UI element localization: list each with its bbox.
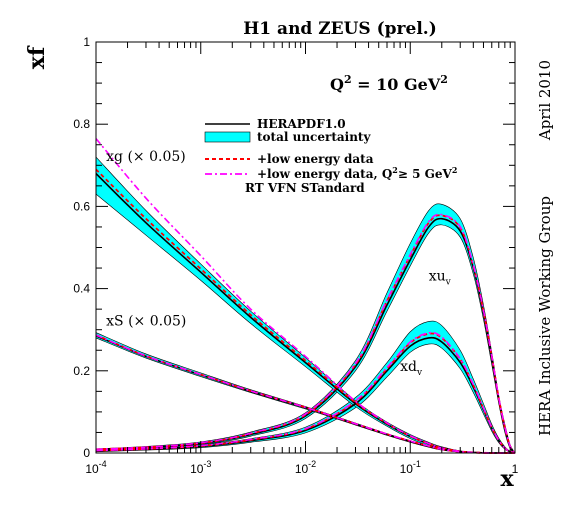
- x-tick-label: 1: [512, 462, 519, 476]
- x-tick-label: 10-4: [85, 459, 106, 476]
- svg-text:Q2 = 10 GeV2: Q2 = 10 GeV2: [330, 73, 448, 94]
- y-tick-label: 0.2: [73, 364, 90, 378]
- curve-label: xuv: [429, 268, 452, 287]
- q2-value: = 10 GeV: [352, 75, 441, 94]
- legend-label-rest: ≥ 5 GeV: [398, 167, 453, 181]
- curve-label-subscript: v: [416, 368, 423, 378]
- legend-label-text: RT VFN STandard: [245, 181, 365, 195]
- side-label-group: HERA Inclusive Working Group: [536, 196, 554, 436]
- plot-frame: [95, 41, 516, 454]
- axis-tick-labels: 10-4 10-3 10-2 10-1 100.20.40.60.81: [73, 35, 518, 476]
- side-label-date: April 2010: [536, 60, 554, 141]
- q2-label: Q: [330, 75, 344, 94]
- curve-label-subscript: v: [445, 277, 452, 287]
- y-tick-label: 0.6: [73, 199, 90, 213]
- q2-annotation: Q2 = 10 GeV2: [330, 73, 448, 94]
- x-tick-base: 10: [85, 462, 99, 476]
- x-tick-exponent: -2: [308, 459, 316, 469]
- curve-label: xdv: [400, 359, 423, 378]
- curve-label-name: xd: [400, 359, 417, 375]
- curve-label-name: xg (× 0.05): [106, 149, 186, 165]
- x-tick-exponent: -4: [99, 459, 107, 469]
- legend-swatch-band: [204, 131, 251, 143]
- line-lowenergy-q2cut-xuv: [95, 213, 516, 454]
- y-tick-label: 0: [83, 446, 90, 460]
- curve-label-name: xS (× 0.05): [106, 314, 186, 330]
- y-tick-label: 0.8: [73, 117, 90, 131]
- legend-label-text: HERAPDF1.0: [257, 117, 346, 131]
- q2-exponent: 2: [344, 73, 352, 86]
- x-tick-label: 10-2: [295, 459, 316, 476]
- x-tick-base: 10: [190, 462, 204, 476]
- y-tick-label: 0.4: [73, 282, 90, 296]
- q2-unit-exponent: 2: [440, 73, 448, 86]
- x-tick-exponent: -3: [203, 459, 211, 469]
- curve-label-name: xu: [429, 268, 446, 284]
- x-axis-label: x: [500, 466, 514, 492]
- legend-label: HERAPDF1.0: [257, 117, 346, 131]
- band-xg: [95, 156, 515, 454]
- x-tick-base: 10: [295, 462, 309, 476]
- legend-label-exponent: 2: [452, 165, 458, 175]
- legend-label: total uncertainty: [257, 130, 371, 144]
- x-tick-base: 1: [512, 462, 519, 476]
- axis-ticks: [95, 41, 515, 454]
- y-tick-label: 1: [83, 35, 90, 49]
- x-tick-label: 10-3: [190, 459, 211, 476]
- legend-label: +low energy data: [257, 152, 374, 166]
- x-tick-exponent: -1: [413, 459, 421, 469]
- curve-label: xg (× 0.05): [106, 149, 186, 165]
- legend-label-text: +low energy data: [257, 152, 374, 166]
- line-lowenergy-q2cut-xdv: [95, 331, 516, 454]
- curve-label: xS (× 0.05): [106, 314, 186, 330]
- chart-title: H1 and ZEUS (prel.): [243, 19, 437, 39]
- legend-label-exponent: 2: [392, 165, 398, 175]
- band-xdv: [95, 320, 516, 454]
- legend-label: RT VFN STandard: [245, 181, 365, 195]
- legend-label-text: total uncertainty: [257, 130, 371, 144]
- x-tick-label: 10-1: [400, 459, 421, 476]
- x-tick-base: 10: [400, 462, 414, 476]
- legend-label-text: +low energy data, Q: [257, 167, 392, 181]
- legend-label: +low energy data, Q2≥ 5 GeV2: [257, 165, 457, 181]
- y-axis-label: xf: [24, 45, 50, 69]
